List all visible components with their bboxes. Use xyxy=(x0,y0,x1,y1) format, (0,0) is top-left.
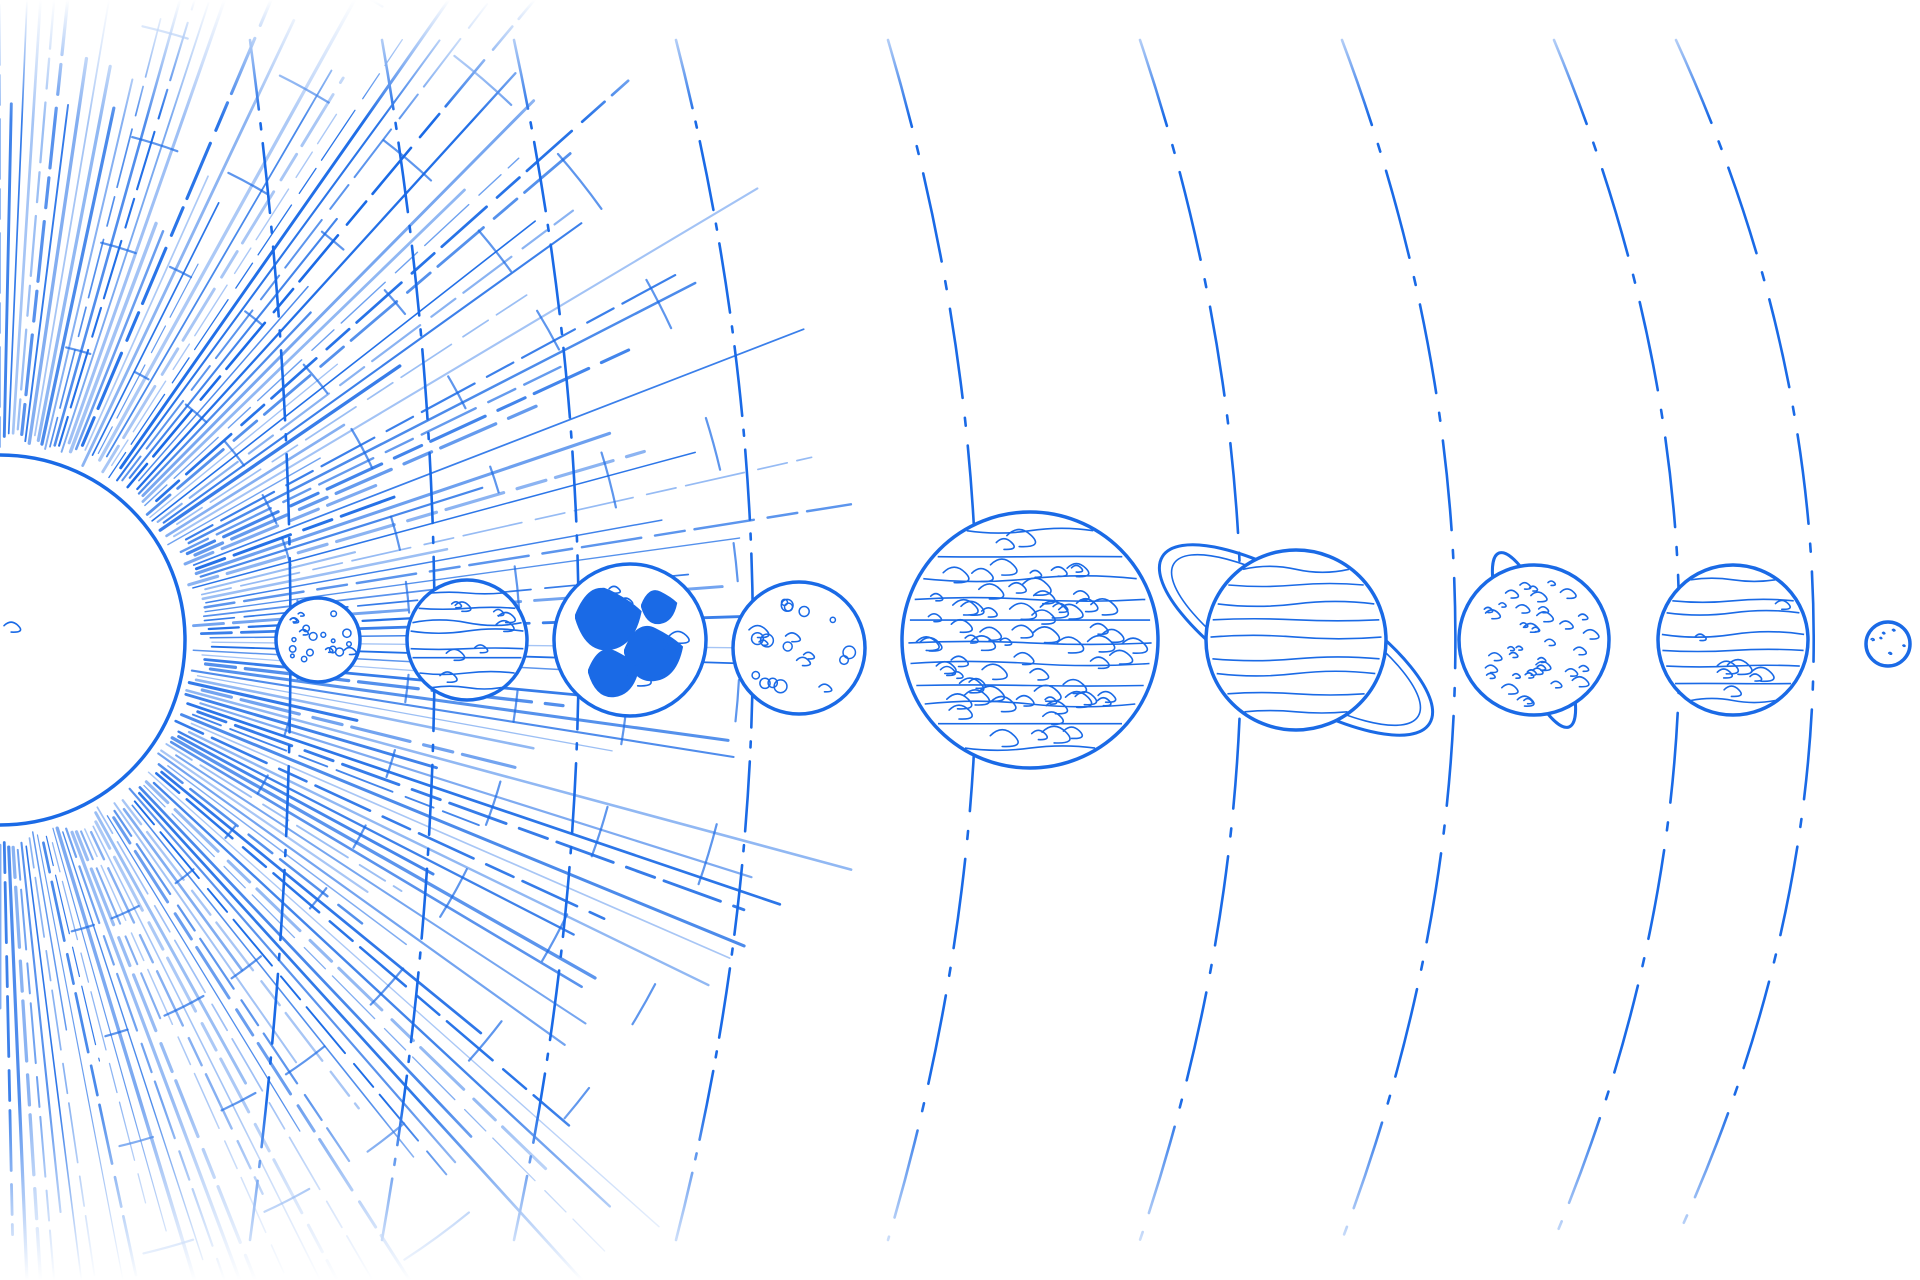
mars-icon xyxy=(731,580,867,716)
venus-icon xyxy=(405,578,529,702)
planets xyxy=(0,453,1912,827)
fade-top xyxy=(0,0,1920,120)
uranus-icon xyxy=(1457,551,1611,729)
neptune-icon xyxy=(1656,563,1810,717)
jupiter-icon xyxy=(900,510,1160,770)
pluto-icon xyxy=(1864,620,1912,668)
mercury-icon xyxy=(274,596,362,684)
sun-icon xyxy=(0,453,187,827)
saturn-icon xyxy=(1157,543,1435,737)
fade-bottom xyxy=(0,1100,1920,1280)
earth-icon xyxy=(552,562,708,718)
